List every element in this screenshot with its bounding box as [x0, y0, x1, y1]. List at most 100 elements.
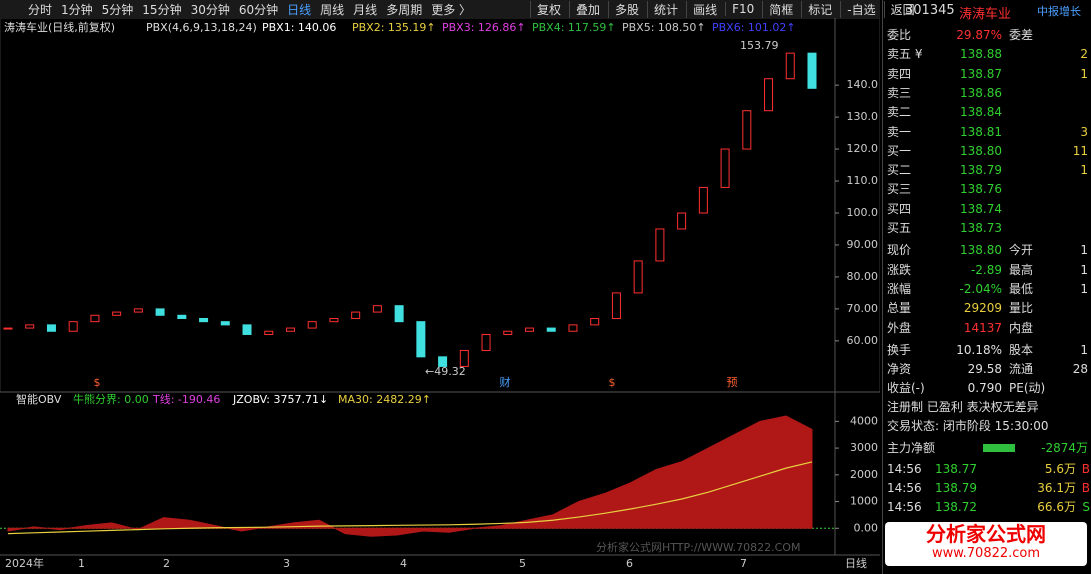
quote-row: 买二 138.79 1	[887, 161, 1090, 179]
candle	[25, 324, 35, 329]
tab[interactable]: 周线	[320, 2, 345, 17]
trade-volume: 36.1万	[1037, 481, 1076, 495]
row-label: 卖三	[887, 85, 912, 100]
candle	[503, 330, 513, 335]
quote-row: 外盘 14137 内盘	[887, 319, 1090, 337]
toolbar-right: 复权 叠加 多股 统计 画线 F10 简框 标记 -自选 返回	[530, 0, 915, 18]
row-label: 流通	[1009, 362, 1034, 377]
tab[interactable]: 月线	[353, 2, 378, 17]
x-tick-label: 5	[519, 557, 526, 570]
y-tick-label: 110.0	[847, 174, 879, 187]
stock-code: 301345	[905, 3, 955, 18]
y-tick-label: 2000	[850, 468, 878, 481]
price-panel	[0, 17, 880, 393]
quote-row: 收益(-) 0.790 PE(动)	[887, 379, 1090, 397]
quote-row: 卖三 138.86	[887, 84, 1090, 102]
row-label: 买一	[887, 143, 912, 158]
candle	[177, 314, 187, 319]
tool-button[interactable]: 统计	[647, 0, 678, 18]
row-value: 29.58	[967, 362, 1002, 377]
tool-button[interactable]: 简框	[762, 0, 793, 18]
tab[interactable]: 分时	[28, 2, 53, 17]
y-tick-label: 80.00	[847, 270, 879, 283]
x-tick-label: 3	[283, 557, 290, 570]
candle	[807, 52, 817, 89]
legend-entry: PBX6: 101.02↑	[712, 21, 796, 34]
candle	[698, 186, 708, 214]
tool-button[interactable]: 叠加	[569, 0, 600, 18]
quote-row: 卖二 138.84	[887, 103, 1090, 121]
logo-title: 分析家公式网	[926, 522, 1046, 546]
row-value: 28	[1072, 362, 1088, 377]
row-label: 卖二	[887, 105, 912, 120]
trade-side: B	[1081, 462, 1090, 476]
tab[interactable]: 5分钟	[101, 2, 134, 17]
row-value: 14137	[963, 320, 1002, 335]
row-label: 收益(-)	[887, 381, 925, 396]
ma-line	[7, 461, 813, 535]
trade-volume: 5.6万	[1044, 462, 1076, 476]
row-value: 11	[1072, 143, 1088, 158]
y-tick-label: 100.0	[847, 206, 879, 219]
trade-row: 14:56 138.79 36.1万 B	[887, 479, 1090, 497]
tab[interactable]: 日线	[287, 2, 312, 17]
candle	[285, 327, 295, 332]
legend-entry: PBX5: 108.50↑	[622, 21, 706, 34]
candle	[677, 212, 687, 230]
candle	[633, 260, 643, 294]
tool-button[interactable]: -自选	[840, 0, 876, 18]
row-label: 今开	[1009, 243, 1034, 258]
candle	[590, 317, 600, 326]
candle	[459, 349, 469, 367]
row-label: 买四	[887, 201, 912, 216]
y-tick-label: 3000	[850, 441, 878, 454]
chart-title: 涛涛车业(日线,前复权)	[4, 20, 115, 34]
chart: 60.0070.0080.0090.00100.0110.0120.0130.0…	[0, 17, 880, 570]
row-label: 最高	[1009, 262, 1034, 277]
tool-button[interactable]: 标记	[801, 0, 832, 18]
tab[interactable]: 更多 〉	[431, 2, 472, 17]
tool-button[interactable]: 复权	[530, 0, 561, 18]
trade-time: 14:56	[887, 481, 922, 495]
candle	[568, 324, 578, 332]
tab[interactable]: 30分钟	[190, 2, 230, 17]
tool-button[interactable]: 返回	[883, 0, 915, 18]
tab[interactable]: 1分钟	[61, 2, 93, 17]
candle	[133, 308, 143, 313]
row-label: 卖四	[887, 66, 912, 81]
row-label: 卖一	[887, 124, 912, 139]
quote-row: 买三 138.76	[887, 180, 1090, 198]
tab[interactable]: 多周期	[386, 2, 423, 17]
y-tick-label: 1000	[850, 495, 878, 508]
quote-row: 换手 10.18% 股本 1	[887, 341, 1090, 359]
row-value: 0.790	[967, 381, 1002, 396]
legend-entry: PBX1: 140.06	[262, 21, 336, 34]
obv-area	[7, 415, 813, 537]
trade-time: 14:56	[887, 500, 922, 514]
logo: 分析家公式网 www.70822.com	[885, 522, 1087, 566]
candle	[611, 292, 621, 319]
indicator-name: PBX(4,6,9,13,18,24)	[146, 21, 257, 34]
tool-button[interactable]: F10	[725, 2, 754, 16]
y-tick-label: 0.00	[854, 521, 879, 534]
candle	[438, 356, 448, 367]
row-value: 1	[1080, 243, 1088, 258]
tool-button[interactable]: 画线	[686, 0, 717, 18]
low-label: ←49.32	[425, 365, 466, 378]
tab[interactable]: 15分钟	[142, 2, 182, 17]
candle	[112, 311, 122, 316]
tool-button[interactable]: 多股	[608, 0, 639, 18]
net-label: 主力净额	[887, 441, 936, 455]
candle	[720, 148, 730, 188]
row-value: 1	[1080, 342, 1088, 357]
tab[interactable]: 60分钟	[238, 2, 279, 17]
candle	[3, 327, 13, 330]
candle	[68, 321, 78, 332]
y-tick-label: 130.0	[847, 110, 879, 123]
candle	[307, 321, 317, 329]
legend-entry: JZOBV: 3757.71↓	[232, 393, 328, 406]
quote-row: 卖四 138.87 1	[887, 65, 1090, 83]
net-row: 主力净额 -2874万	[887, 439, 1090, 457]
row-value: 29209	[963, 301, 1002, 316]
